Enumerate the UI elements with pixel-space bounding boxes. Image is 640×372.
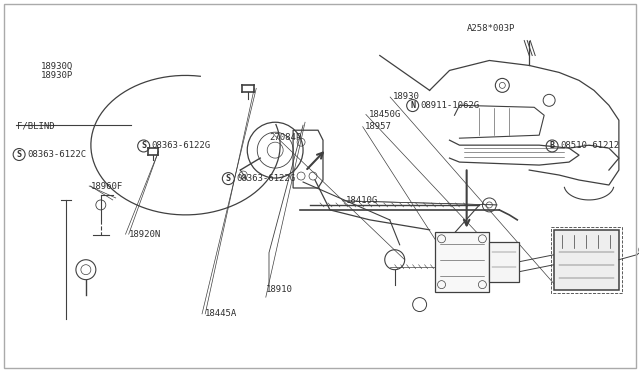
Bar [551,227,622,293]
Text: S: S [17,150,22,159]
Text: 08363-6122G: 08363-6122G [152,141,211,150]
Text: 08911-1062G: 08911-1062G [420,101,480,110]
Text: 27084P: 27084P [269,132,301,142]
Text: S: S [141,141,146,150]
Text: 18960F: 18960F [90,182,123,190]
Text: S: S [226,174,231,183]
Text: 18910: 18910 [266,285,292,294]
Text: A258*003P: A258*003P [467,24,515,33]
Text: 18930Q: 18930Q [41,62,73,71]
Text: 18957: 18957 [365,122,392,131]
Text: 18930: 18930 [393,92,420,101]
Text: B: B [550,141,555,150]
Bar [490,242,519,282]
Text: 18450G: 18450G [369,110,401,119]
Text: 18930P: 18930P [41,71,73,80]
Text: 08510-61212: 08510-61212 [560,141,620,150]
Text: 08363-6122C: 08363-6122C [27,150,86,159]
Text: 08363-6122G: 08363-6122G [236,174,296,183]
Bar [435,232,490,292]
Text: F/BLIND: F/BLIND [17,122,55,131]
Text: 18445A: 18445A [205,310,237,318]
Text: 18410G: 18410G [346,196,378,205]
Text: 18920N: 18920N [129,230,161,239]
Text: N: N [410,101,415,110]
Bar [554,230,619,290]
